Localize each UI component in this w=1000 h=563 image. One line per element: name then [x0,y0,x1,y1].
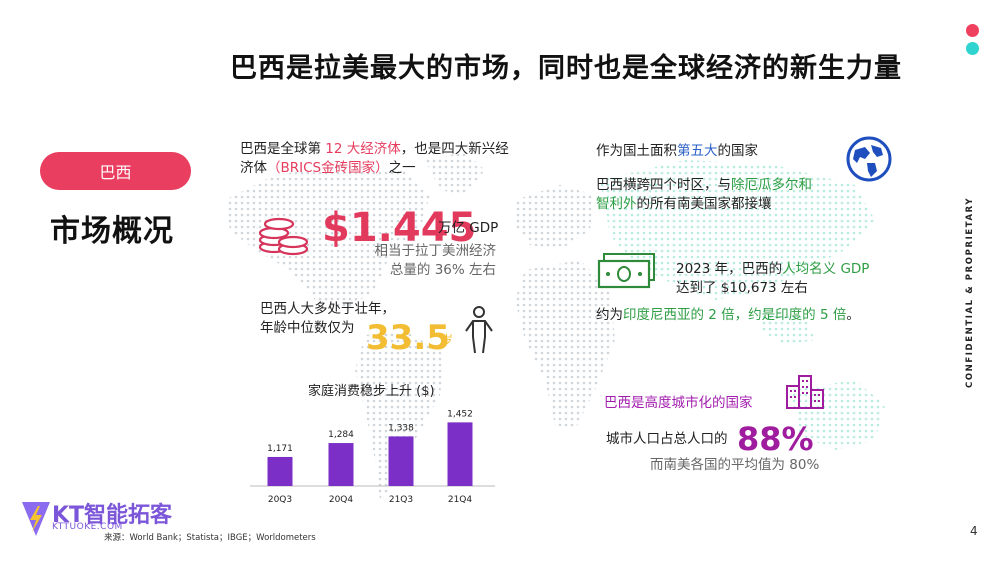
chart-value-label: 1,171 [267,444,293,454]
logo-name: KT智能拓客 [52,503,173,528]
urban-note: 而南美各国的平均值为 80% [650,457,820,473]
chart-category-label: 20Q3 [268,495,292,505]
chart-bar-21Q4 [447,422,473,486]
source-note: 来源：World Bank；Statista；IBGE；Worldometers [104,533,316,543]
decor-dot-red [966,24,979,37]
page-number: 4 [970,524,978,538]
chart-bar-20Q3 [267,456,293,486]
globe-icon [846,136,892,182]
urban-value: 88% [737,420,814,458]
area-text: 作为国土面积第五大的国家 [596,143,758,159]
buildings-icon [786,375,824,409]
median-age-value: 33.5 [366,318,450,358]
banknote-icon [597,253,655,289]
age-text: 巴西人大多处于壮年， 年龄中位数仅为 [260,301,395,336]
gdp-comparison-text: 约为印度尼西亚的 2 倍，约是印度的 5 倍。 [596,307,860,323]
gdp-note: 相当于拉丁美洲经济 总量的 36% 左右 [374,243,497,278]
economy-text: 巴西是全球第 12 大经济体，也是四大新兴经 济体（BRICS金砖国家）之一 [240,141,509,176]
gdp-value: $1.445 [322,205,477,251]
median-age-unit: 岁 [440,334,454,349]
chart-title: 家庭消费稳步上升 ($) [308,384,435,399]
chart-category-label: 21Q3 [389,495,413,505]
coins-icon [258,217,309,256]
section-pill: 巴西 [40,152,191,190]
gdp-unit: 万亿 GDP [438,220,499,236]
chart-category-label: 21Q4 [448,495,473,505]
page-title: 巴西是拉美最大的市场，同时也是全球经济的新生力量 [230,53,902,84]
chart-bar-20Q4 [328,443,354,486]
person-icon [465,306,493,354]
timezone-text: 巴西横跨四个时区，与除厄瓜多尔和 智利外的所有南美国家都接壤 [596,177,812,212]
household-consumption-chart: 1,171 20Q3 1,284 20Q4 1,338 21Q3 1,452 21Q4 [250,409,495,505]
section-heading: 市场概况 [50,214,174,249]
confidential-label: CONFIDENTIAL & PROPRIETARY [965,197,975,388]
chart-bar-21Q3 [388,436,414,486]
urban-headline: 巴西是高度城市化的国家 [604,395,753,411]
chart-value-label: 1,338 [388,423,414,433]
chart-value-label: 1,284 [328,430,354,440]
urban-text: 城市人口占总人口的 [606,431,728,447]
decor-dot-cyan [966,42,979,55]
lightning-logo-icon [22,502,50,536]
chart-value-label: 1,452 [447,409,473,419]
world-map-background [225,152,885,500]
chart-category-label: 20Q4 [329,495,354,505]
svg-text:CONFIDENTIAL & PROPRIETARY: CONFIDENTIAL & PROPRIETARY [965,197,975,388]
logo-domain: KTTUOKE.COM [52,522,123,532]
gdp-per-capita-text: 2023 年，巴西的人均名义 GDP 达到了 $10,673 左右 [676,261,870,296]
